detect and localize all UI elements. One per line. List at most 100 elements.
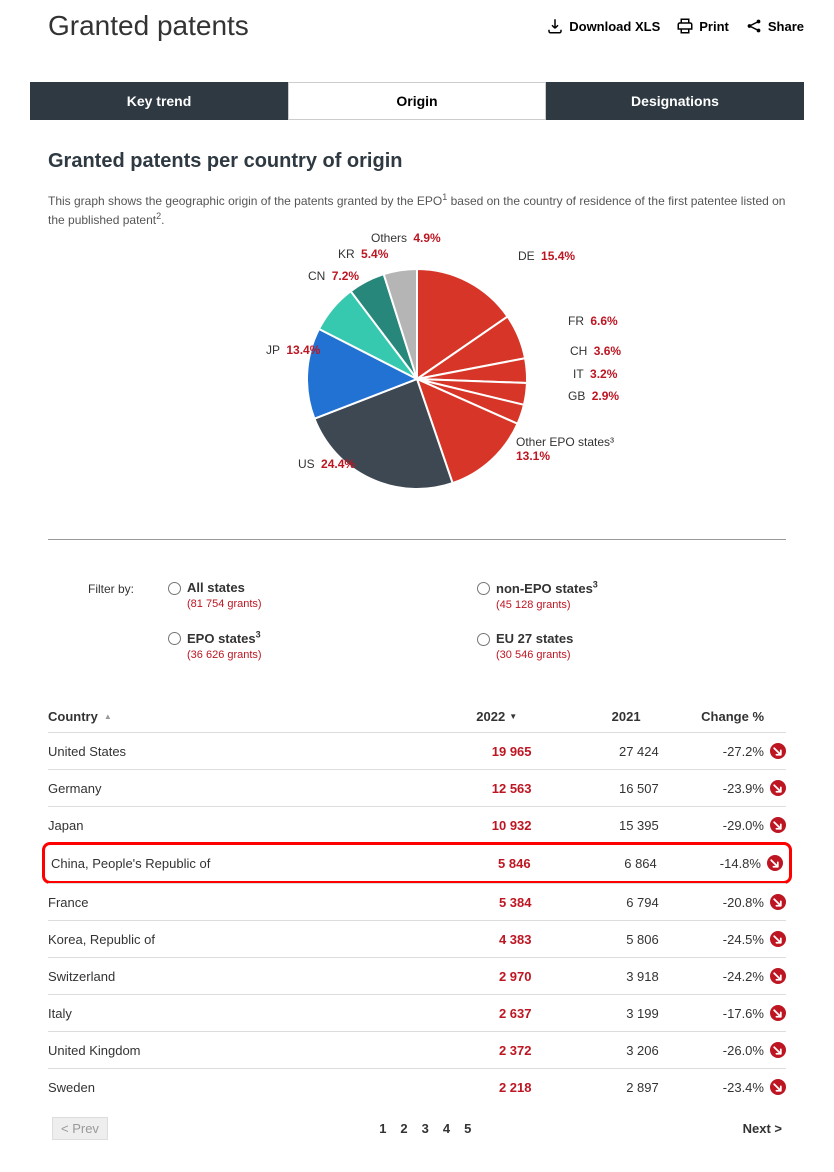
pager-prev: < Prev [52, 1117, 108, 1140]
td-change: -17.6% [659, 1005, 786, 1021]
trend-down-icon [770, 1042, 786, 1058]
download-icon [546, 17, 564, 35]
tab-designations[interactable]: Designations [546, 82, 804, 120]
filter-epo-states-radio[interactable] [168, 632, 181, 645]
td-2021: 3 918 [532, 969, 659, 984]
sort-asc-icon: ▲ [104, 712, 112, 721]
td-2022: 4 383 [404, 932, 531, 947]
table-row: United Kingdom 2 372 3 206 -26.0% [48, 1031, 786, 1068]
tab-key-trend[interactable]: Key trend [30, 82, 288, 120]
td-country: Italy [48, 1006, 404, 1021]
pager-numbers: 12345 [379, 1121, 471, 1136]
td-2021: 2 897 [532, 1080, 659, 1095]
share-icon [745, 17, 763, 35]
pie-label: Others 4.9% [371, 231, 441, 245]
print-icon [676, 17, 694, 35]
td-2021: 27 424 [532, 744, 659, 759]
trend-down-icon [770, 1005, 786, 1021]
pager-page[interactable]: 2 [400, 1121, 407, 1136]
divider [48, 539, 786, 540]
section-description: This graph shows the geographic origin o… [48, 191, 786, 229]
td-country: China, People's Republic of [51, 856, 404, 871]
td-change: -26.0% [659, 1042, 786, 1058]
filter-epo-states[interactable]: EPO states3 (36 626 grants) [168, 630, 477, 661]
trend-down-icon [770, 817, 786, 833]
filter-non-epo[interactable]: non-EPO states3 (45 128 grants) [477, 580, 786, 611]
td-2021: 15 395 [532, 818, 659, 833]
table-row: Italy 2 637 3 199 -17.6% [48, 994, 786, 1031]
data-table: Country ▲ 2022 ▼ 2021 Change % United St… [48, 701, 786, 1105]
td-2022: 2 372 [404, 1043, 531, 1058]
filter-all-states[interactable]: All states (81 754 grants) [168, 580, 477, 610]
filter-eu27-radio[interactable] [477, 633, 490, 646]
td-2021: 3 206 [532, 1043, 659, 1058]
filter-non-epo-sub: (45 128 grants) [496, 599, 571, 611]
td-2022: 2 637 [404, 1006, 531, 1021]
filter-eu27-sub: (30 546 grants) [496, 649, 571, 661]
pager-page[interactable]: 3 [422, 1121, 429, 1136]
pie-label: JP 13.4% [266, 343, 320, 357]
pie-label: US 24.4% [298, 457, 355, 471]
pie-label: KR 5.4% [338, 247, 388, 261]
filter-non-epo-radio[interactable] [477, 582, 490, 595]
pager-next[interactable]: Next > [743, 1121, 782, 1136]
sort-desc-icon: ▼ [509, 712, 517, 721]
td-change: -27.2% [659, 743, 786, 759]
pie-label: IT 3.2% [573, 367, 617, 381]
table-row: Korea, Republic of 4 383 5 806 -24.5% [48, 920, 786, 957]
trend-down-icon [770, 968, 786, 984]
td-2021: 3 199 [532, 1006, 659, 1021]
download-xls-button[interactable]: Download XLS [546, 17, 660, 35]
td-2022: 10 932 [404, 818, 531, 833]
filter-all-states-sub: (81 754 grants) [187, 598, 262, 610]
td-2022: 5 846 [404, 856, 530, 871]
td-country: France [48, 895, 404, 910]
pie-label: DE 15.4% [518, 249, 575, 263]
td-2022: 12 563 [404, 781, 531, 796]
table-row: United States 19 965 27 424 -27.2% [48, 732, 786, 769]
th-2022[interactable]: 2022 ▼ [394, 709, 517, 724]
print-button[interactable]: Print [676, 17, 729, 35]
td-2022: 2 970 [404, 969, 531, 984]
table-row: Sweden 2 218 2 897 -23.4% [48, 1068, 786, 1105]
trend-down-icon [767, 855, 783, 871]
th-country[interactable]: Country ▲ [48, 709, 394, 724]
tab-origin[interactable]: Origin [288, 82, 546, 120]
td-country: Germany [48, 781, 404, 796]
filter-non-epo-label: non-EPO states [496, 581, 593, 596]
download-label: Download XLS [569, 19, 660, 34]
td-change: -29.0% [659, 817, 786, 833]
table-row: France 5 384 6 794 -20.8% [48, 883, 786, 920]
td-change: -23.9% [659, 780, 786, 796]
td-2021: 5 806 [532, 932, 659, 947]
filter-all-states-radio[interactable] [168, 582, 181, 595]
td-country: Japan [48, 818, 404, 833]
td-change: -24.2% [659, 968, 786, 984]
td-country: United Kingdom [48, 1043, 404, 1058]
filter-eu27-label: EU 27 states [496, 631, 573, 646]
pager-page[interactable]: 4 [443, 1121, 450, 1136]
table-row: Germany 12 563 16 507 -23.9% [48, 769, 786, 806]
td-change: -24.5% [659, 931, 786, 947]
trend-down-icon [770, 931, 786, 947]
th-2021[interactable]: 2021 [517, 709, 640, 724]
trend-down-icon [770, 780, 786, 796]
pager-page[interactable]: 5 [464, 1121, 471, 1136]
td-country: Switzerland [48, 969, 404, 984]
td-change: -20.8% [659, 894, 786, 910]
table-row: Switzerland 2 970 3 918 -24.2% [48, 957, 786, 994]
td-2022: 19 965 [404, 744, 531, 759]
filter-all-states-label: All states [187, 580, 245, 595]
pie-label: CH 3.6% [570, 344, 621, 358]
pie-label: FR 6.6% [568, 314, 618, 328]
th-change[interactable]: Change % [641, 709, 786, 724]
pager: < Prev 12345 Next > [48, 1117, 786, 1140]
td-2021: 6 794 [532, 895, 659, 910]
pager-page[interactable]: 1 [379, 1121, 386, 1136]
td-2021: 16 507 [532, 781, 659, 796]
filter-eu27[interactable]: EU 27 states (30 546 grants) [477, 631, 786, 661]
trend-down-icon [770, 743, 786, 759]
td-change: -23.4% [659, 1079, 786, 1095]
pie-chart: DE 15.4%FR 6.6%CH 3.6%IT 3.2%GB 2.9%Othe… [48, 239, 786, 519]
share-button[interactable]: Share [745, 17, 804, 35]
